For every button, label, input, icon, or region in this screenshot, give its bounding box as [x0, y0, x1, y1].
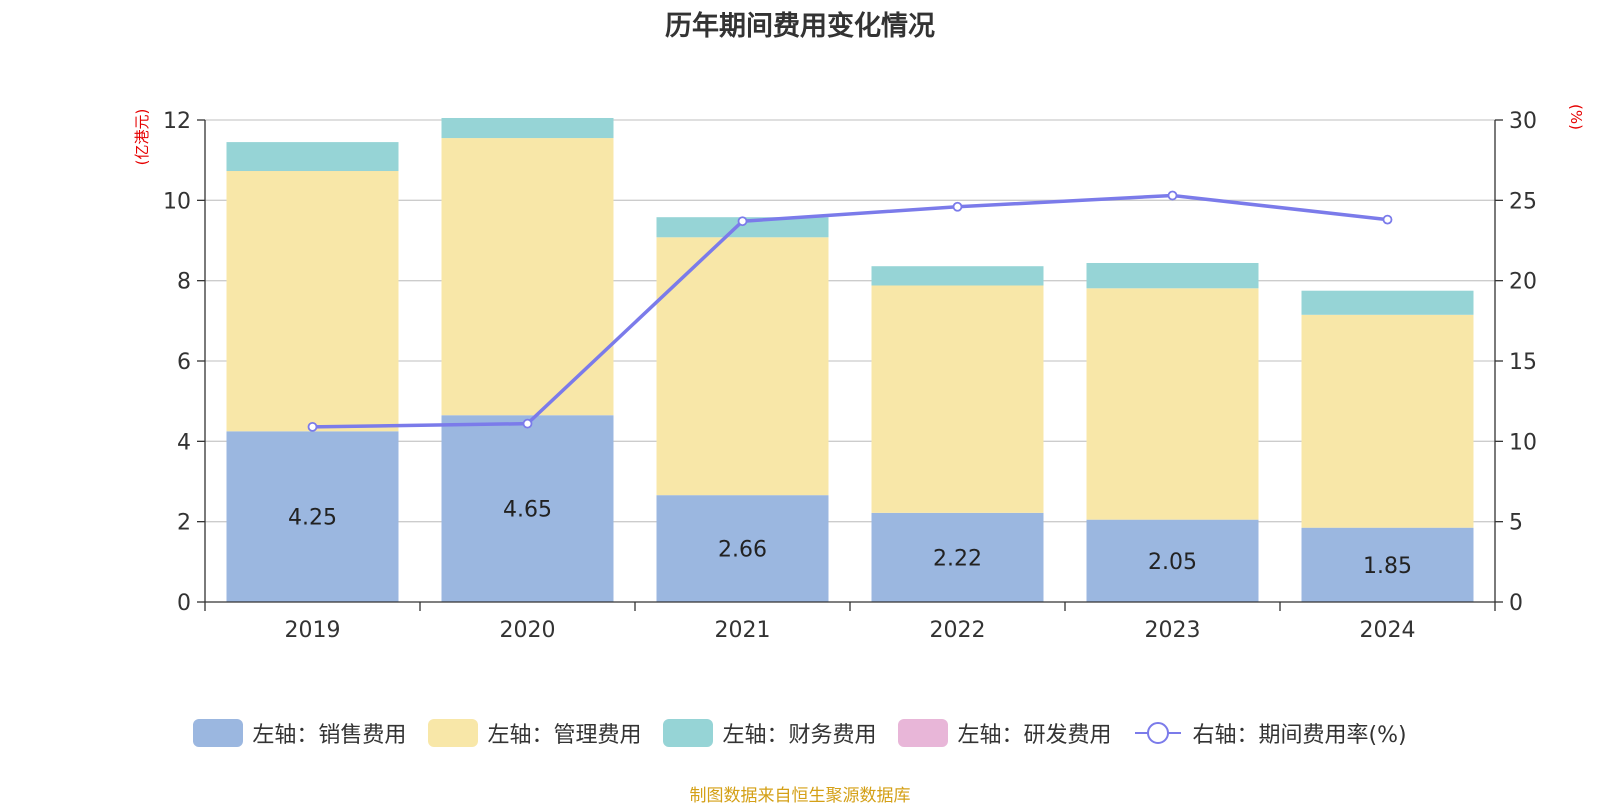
legend-label: 左轴：财务费用	[722, 723, 877, 748]
legend-label: 左轴：管理费用	[487, 723, 642, 748]
bar-segment	[226, 171, 399, 432]
data-label: 2.22	[933, 546, 982, 571]
data-label: 4.25	[288, 506, 337, 531]
y-right-tick-label: 30	[1509, 109, 1537, 134]
bar-segment	[656, 217, 829, 238]
y-left-tick-label: 0	[177, 591, 191, 616]
y-left-tick-label: 10	[163, 189, 191, 214]
source-note: 制图数据来自恒生聚源数据库	[689, 786, 911, 806]
bar-segment	[441, 138, 614, 416]
y-right-tick-label: 20	[1509, 270, 1537, 295]
bar-segment	[226, 431, 399, 602]
data-label: 4.65	[503, 498, 552, 523]
x-tick-label: 2023	[1145, 618, 1201, 643]
line-layer	[307, 190, 1393, 432]
axis-layer: 0 2 4 6 8 10 12 0 5 10 15 20 25 30 2019 2020 2021 2022 202…	[163, 109, 1537, 643]
y-left-tick-label: 12	[163, 109, 191, 134]
bar-layer	[226, 117, 1474, 602]
data-label: 1.85	[1363, 554, 1412, 579]
bar-segment	[1086, 262, 1259, 289]
data-label: 2.66	[718, 538, 767, 563]
legend-label: 左轴：研发费用	[957, 723, 1112, 748]
legend-line-marker-icon	[1135, 722, 1182, 744]
bar-segment	[1301, 527, 1474, 602]
y-left-tick-label: 8	[177, 270, 191, 295]
data-label: 2.05	[1148, 550, 1197, 575]
x-tick-label: 2022	[930, 618, 986, 643]
legend: 左轴：销售费用 左轴：管理费用 左轴：财务费用 左轴：研发费用 右轴：期间费用率(%)	[0, 717, 1600, 749]
y-right-tick-label: 10	[1509, 430, 1537, 455]
legend-swatch	[428, 719, 479, 747]
rate-point	[307, 421, 318, 432]
bar-segment	[441, 415, 614, 602]
left-axis-unit: (亿港元)	[133, 109, 151, 166]
y-right-tick-label: 15	[1509, 350, 1537, 375]
legend-item[interactable]: 左轴：财务费用	[663, 717, 876, 749]
y-left-tick-label: 6	[177, 350, 191, 375]
y-left-tick-label: 4	[177, 430, 191, 455]
rate-point	[522, 418, 533, 429]
legend-label: 左轴：销售费用	[252, 723, 407, 748]
x-tick-label: 2024	[1360, 618, 1416, 643]
legend-item[interactable]: 左轴：研发费用	[898, 717, 1111, 749]
bar-segment	[226, 142, 399, 172]
bar-segment	[1301, 290, 1474, 315]
y-right-tick-label: 25	[1509, 189, 1537, 214]
bar-segment	[656, 237, 829, 496]
legend-item[interactable]: 右轴：期间费用率(%)	[1133, 717, 1407, 749]
y-right-tick-label: 0	[1509, 591, 1523, 616]
bar-segment	[1301, 314, 1474, 528]
bar-segment	[656, 495, 829, 602]
x-tick-label: 2019	[285, 618, 341, 643]
x-tick-label: 2020	[500, 618, 556, 643]
grid-layer	[205, 119, 1495, 523]
rate-line	[312, 193, 1388, 429]
bar-segment	[871, 266, 1044, 286]
bar-segment	[1086, 288, 1259, 520]
rate-point	[952, 201, 963, 212]
bar-segment	[441, 117, 614, 139]
legend-swatch	[898, 719, 949, 747]
y-left-tick-label: 2	[177, 511, 191, 536]
bar-segment	[1086, 519, 1259, 602]
label-layer: 4.25 4.65 2.66 2.22 2.05 1.85	[288, 498, 1412, 579]
legend-item[interactable]: 左轴：管理费用	[428, 717, 641, 749]
x-tick-label: 2021	[715, 618, 771, 643]
legend-swatch	[193, 719, 244, 747]
chart-title: 历年期间费用变化情况	[665, 11, 935, 42]
legend-item[interactable]: 左轴：销售费用	[193, 717, 406, 749]
right-axis-unit: (%)	[1567, 104, 1585, 130]
legend-line-circle	[1147, 722, 1170, 744]
rate-point	[737, 216, 748, 227]
y-right-tick-label: 5	[1509, 511, 1523, 536]
rate-point	[1382, 214, 1393, 225]
legend-swatch	[663, 719, 714, 747]
legend-label: 右轴：期间费用率(%)	[1192, 723, 1407, 748]
bar-segment	[871, 285, 1044, 513]
bar-segment	[871, 512, 1044, 602]
rate-point	[1167, 190, 1178, 201]
